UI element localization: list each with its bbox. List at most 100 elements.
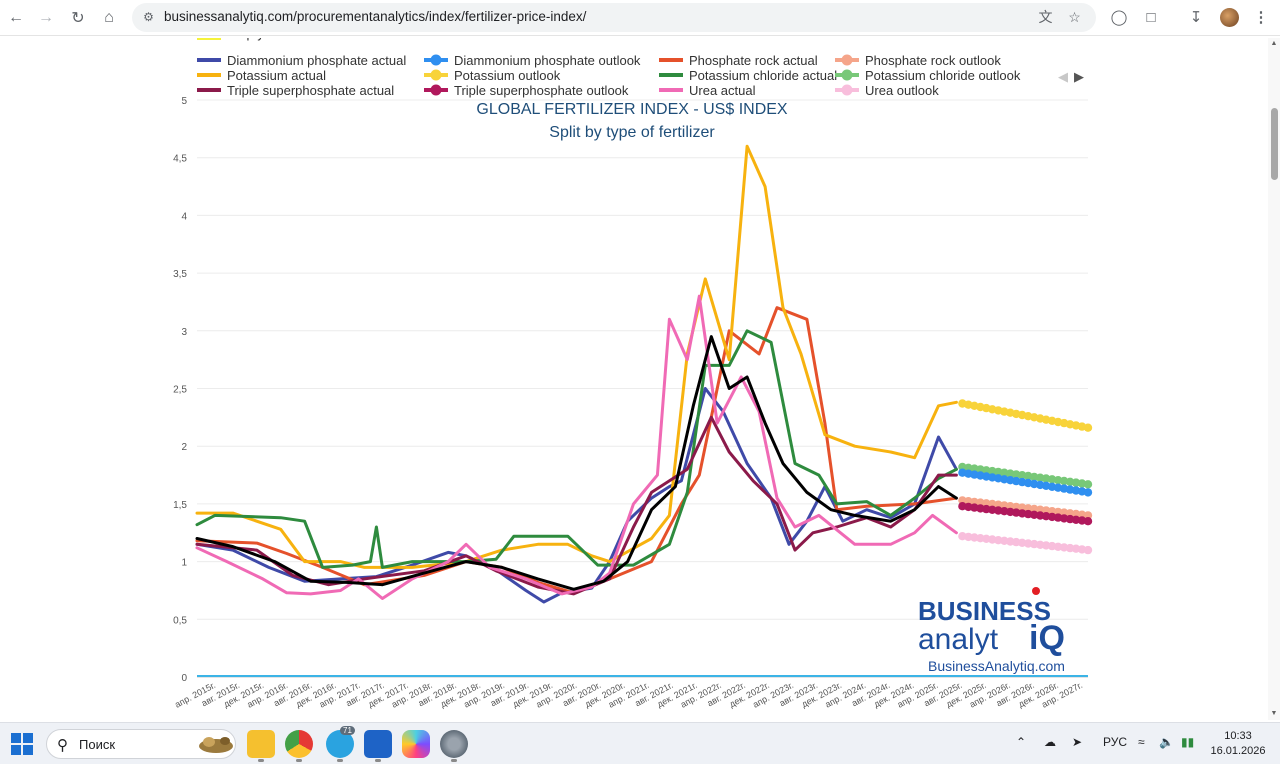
running-indicator (451, 759, 457, 762)
back-arrow-icon[interactable]: ← (8, 9, 24, 26)
legend-label: Urea outlook (865, 83, 939, 98)
url-text[interactable]: businessanalytiq.com/procurementanalytic… (164, 9, 587, 24)
legend-label: Diammonium phosphate outlook (454, 53, 641, 68)
legend-label: Potassium actual (227, 68, 326, 83)
browser-toolbar: ← → ↻ ⌂ ⚙ businessanalytiq.com/procureme… (0, 0, 1280, 36)
series-line-dap (195, 387, 958, 604)
windows-start-icon[interactable] (10, 732, 34, 756)
legend-label: Diammonium phosphate actual (227, 53, 406, 68)
clock[interactable]: 10:33 16.01.2026 (1210, 729, 1266, 759)
profile-avatar[interactable] (1220, 8, 1239, 27)
logo-dot-icon (1032, 587, 1040, 595)
outlook-point-tsp (1083, 517, 1093, 526)
outlook-point-kcl (1083, 480, 1093, 489)
y-tick-label: 0 (181, 673, 187, 684)
wifi-icon[interactable]: ≈ (1138, 735, 1145, 749)
extensions-puzzle-icon[interactable]: □ (1146, 9, 1156, 26)
legend-item[interactable]: Urea outlook (835, 83, 939, 98)
copilot-icon[interactable] (402, 730, 430, 758)
legend-item[interactable]: Potassium chloride outlook (835, 68, 1021, 83)
file-explorer-icon[interactable] (247, 730, 275, 758)
businessanalytiq-logo: BUSINESS analyt iQ BusinessAnalytiq.com (918, 587, 1065, 674)
page-scrollbar[interactable]: ▲ ▼ (1268, 38, 1280, 720)
legend-next-icon[interactable]: ▶ (1074, 70, 1084, 85)
scroll-up-icon[interactable]: ▲ (1270, 40, 1278, 47)
more-menu-icon[interactable]: ⋮ (1253, 9, 1269, 26)
series-line-urea (195, 294, 958, 600)
running-indicator (258, 759, 264, 762)
legend-item[interactable]: Potassium actual (197, 68, 326, 83)
y-tick-label: 2 (181, 442, 187, 453)
running-indicator (337, 759, 343, 762)
series-line-tsp (195, 415, 958, 596)
clock-time: 10:33 (1224, 730, 1252, 742)
legend-prev-icon[interactable]: ◀ (1058, 70, 1068, 85)
y-tick-label: 5 (181, 96, 187, 107)
reload-icon[interactable]: ↻ (71, 10, 85, 27)
onedrive-icon[interactable]: ☁ (1044, 735, 1056, 749)
forward-arrow-icon[interactable]: → (38, 9, 54, 26)
legend-item[interactable]: Urea actual (659, 83, 756, 98)
word-icon[interactable] (364, 730, 392, 758)
legend-item[interactable]: Empty 1 actual (197, 38, 313, 41)
volume-icon[interactable]: 🔈 (1159, 735, 1174, 749)
legend-label: Urea actual (689, 83, 756, 98)
telegram-badge: 71 (340, 726, 355, 735)
scroll-thumb[interactable] (1271, 108, 1278, 180)
legend-item[interactable]: Potassium outlook (424, 68, 561, 83)
series-line-kcl (195, 329, 958, 569)
legend-page-arrows[interactable]: ◀ ▶ (1058, 70, 1084, 85)
shield-extension-icon[interactable]: ◯ (1110, 9, 1128, 26)
battery-icon[interactable]: ▮▮ (1181, 735, 1195, 749)
site-info-icon[interactable]: ⚙ (143, 10, 154, 24)
legend-dot (841, 54, 853, 66)
legend-label: Potassium chloride actual (689, 68, 837, 83)
legend-label: Potassium chloride outlook (865, 68, 1021, 83)
taskbar-search-box[interactable]: ⚲ Поиск (46, 729, 236, 759)
y-tick-label: 4 (181, 211, 187, 222)
search-highlight-icon (199, 737, 233, 753)
legend-label: Phosphate rock actual (689, 53, 818, 68)
logo-iq: iQ (1029, 619, 1065, 657)
legend-label: Triple superphosphate actual (227, 83, 394, 98)
legend-item[interactable]: Phosphate rock outlook (835, 53, 1001, 68)
address-bar[interactable]: ⚙ businessanalytiq.com/procurementanalyt… (132, 3, 1096, 32)
y-tick-label: 1 (181, 558, 187, 569)
legend-item[interactable]: Phosphate rock actual (659, 53, 818, 68)
location-icon[interactable]: ➤ (1072, 735, 1083, 749)
legend-dot (430, 69, 442, 81)
home-icon[interactable]: ⌂ (104, 9, 114, 26)
series-line-phosrock (195, 306, 958, 595)
chart-subtitle: Split by type of fertilizer (549, 124, 715, 141)
legend-item[interactable]: Diammonium phosphate actual (197, 53, 406, 68)
translate-icon[interactable]: 文 (1038, 9, 1053, 25)
outlook-point-phosrock (1083, 511, 1093, 520)
y-tick-label: 3,5 (173, 269, 187, 280)
series-line-index (195, 335, 958, 591)
legend-item[interactable]: Potassium chloride actual (659, 68, 837, 83)
y-tick-label: 4,5 (173, 154, 187, 165)
running-indicator (296, 759, 302, 762)
chart-area: 0 0,5 1 1,5 2 2,5 3 3,5 4 4,5 5 апр. 2015г. авг. 201… (0, 38, 1268, 720)
chrome-icon[interactable] (285, 730, 313, 758)
series-layer (195, 144, 958, 604)
taskbar: ⚲ Поиск 71 ⌃ ☁ ➤ РУС ≈ 🔈 ▮▮ 10:33 16.01.… (0, 722, 1280, 764)
legend-label: Triple superphosphate outlook (454, 83, 629, 98)
legend-dot (841, 69, 853, 81)
settings-gear-icon[interactable] (440, 730, 468, 758)
legend-item[interactable]: Triple superphosphate actual (197, 83, 394, 98)
y-tick-label: 2,5 (173, 385, 187, 396)
language-indicator[interactable]: РУС (1103, 735, 1128, 749)
legend-label: Potassium outlook (454, 68, 561, 83)
download-icon[interactable]: ↧ (1189, 9, 1203, 26)
search-placeholder: Поиск (79, 737, 116, 752)
chevron-up-icon[interactable]: ⌃ (1016, 735, 1027, 749)
legend-label: Empty 1 actual (227, 38, 313, 41)
bookmark-star-icon[interactable]: ☆ (1068, 9, 1081, 25)
scroll-down-icon[interactable]: ▼ (1270, 710, 1278, 717)
legend-dot (841, 84, 853, 96)
legend-item[interactable]: Triple superphosphate outlook (424, 83, 629, 98)
legend-item[interactable]: Diammonium phosphate outlook (424, 53, 641, 68)
chart-title: GLOBAL FERTILIZER INDEX - US$ INDEX (476, 101, 788, 118)
